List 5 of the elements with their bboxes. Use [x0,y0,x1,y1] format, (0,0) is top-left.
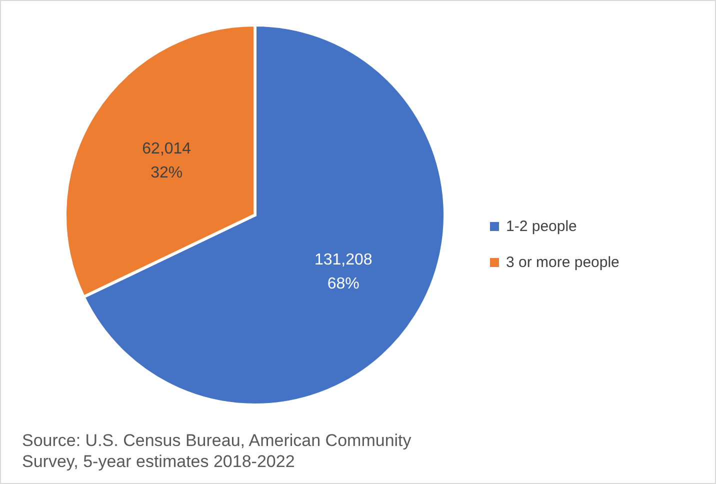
legend-label: 1-2 people [506,218,577,235]
data-label: 62,014 32% [142,140,192,182]
data-label: 131,208 68% [314,252,372,293]
source-note: Source: U.S. Census Bureau, American Community Survey, 5-year estimates 2018-2022 [22,431,412,471]
legend-label: 3 or more people [506,254,620,271]
